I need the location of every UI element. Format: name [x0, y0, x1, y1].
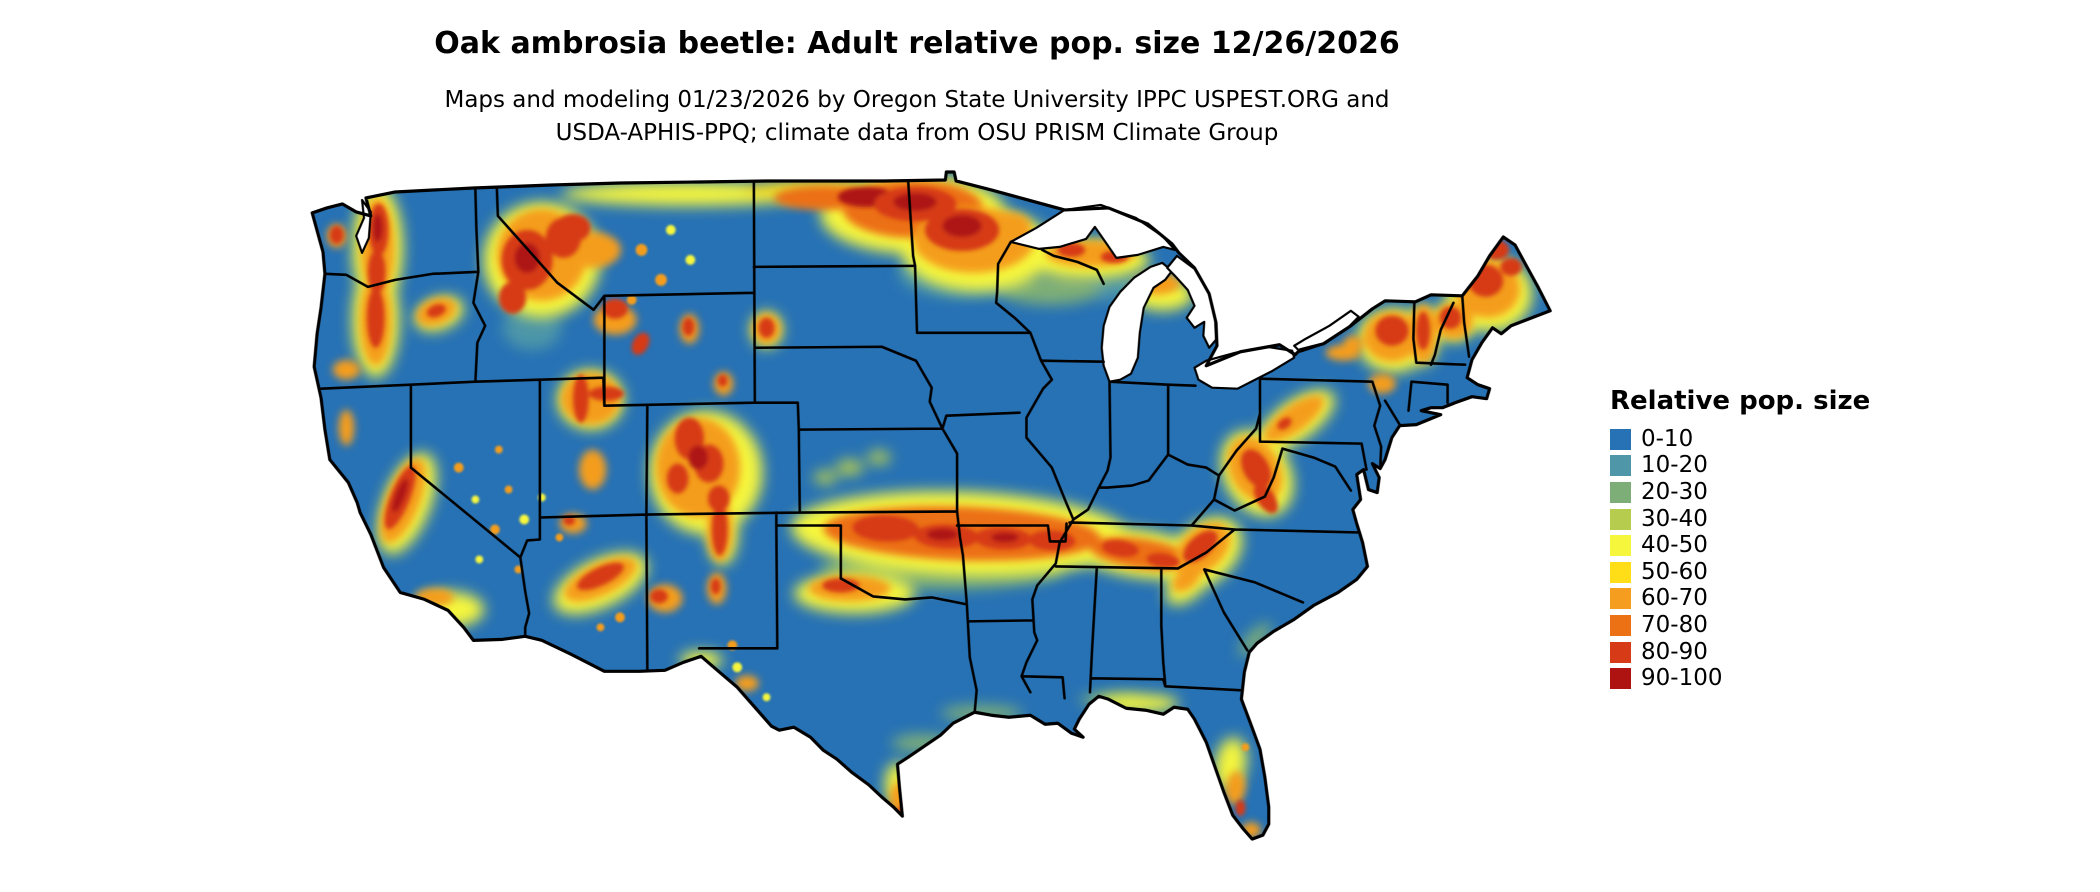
lake-erie: [1193, 345, 1296, 390]
legend-entry: 0-10: [1610, 426, 1910, 453]
legend-swatch: [1610, 641, 1631, 663]
legend-label: 20-30: [1641, 478, 1708, 505]
legend-entry: 10-20: [1610, 453, 1910, 480]
population-heat-layers: [326, 173, 1533, 839]
legend-label: 30-40: [1641, 505, 1708, 532]
legend-label: 70-80: [1641, 611, 1708, 638]
legend-swatch: [1610, 535, 1631, 557]
subtitle-line-2: USDA-APHIS-PPQ; climate data from OSU PR…: [555, 120, 1279, 146]
legend-swatch: [1610, 455, 1631, 477]
page-title: Oak ambrosia beetle: Adult relative pop.…: [434, 26, 1400, 61]
legend-entry: 90-100: [1610, 665, 1910, 692]
legend-label: 10-20: [1641, 452, 1708, 479]
lake-michigan: [1100, 261, 1174, 383]
state-borders-central: [839, 180, 1197, 714]
state-borders-west: [319, 181, 959, 672]
us-population-map: [278, 168, 1558, 882]
legend-swatch: [1610, 481, 1631, 503]
legend-entry: 50-60: [1610, 559, 1910, 586]
legend-label: 0-10: [1641, 425, 1694, 452]
subtitle-line-1: Maps and modeling 01/23/2026 by Oregon S…: [444, 87, 1390, 113]
legend-swatch: [1610, 561, 1631, 583]
page-subtitle: Maps and modeling 01/23/2026 by Oregon S…: [0, 84, 1834, 150]
legend-entry: 40-50: [1610, 532, 1910, 559]
state-borders-east: [1054, 294, 1471, 694]
map-legend: Relative pop. size 0-10 10-20 20-30 30-4…: [1610, 386, 1910, 692]
legend-swatch: [1610, 428, 1631, 450]
us-map-svg: [310, 170, 1552, 841]
legend-entry: 80-90: [1610, 639, 1910, 666]
legend-label: 50-60: [1641, 558, 1708, 585]
state-borders: [319, 180, 1471, 714]
legend-label: 80-90: [1641, 638, 1708, 665]
legend-swatch: [1610, 508, 1631, 530]
legend-entry: 20-30: [1610, 479, 1910, 506]
legend-swatch: [1610, 614, 1631, 636]
legend-label: 90-100: [1641, 665, 1723, 692]
legend-entry: 60-70: [1610, 586, 1910, 613]
legend-label: 40-50: [1641, 532, 1708, 559]
legend-swatch: [1610, 588, 1631, 610]
legend-label: 60-70: [1641, 585, 1708, 612]
legend-entry: 70-80: [1610, 612, 1910, 639]
legend-title: Relative pop. size: [1610, 386, 1871, 416]
legend-entry: 30-40: [1610, 506, 1910, 533]
legend-swatch: [1610, 668, 1631, 690]
